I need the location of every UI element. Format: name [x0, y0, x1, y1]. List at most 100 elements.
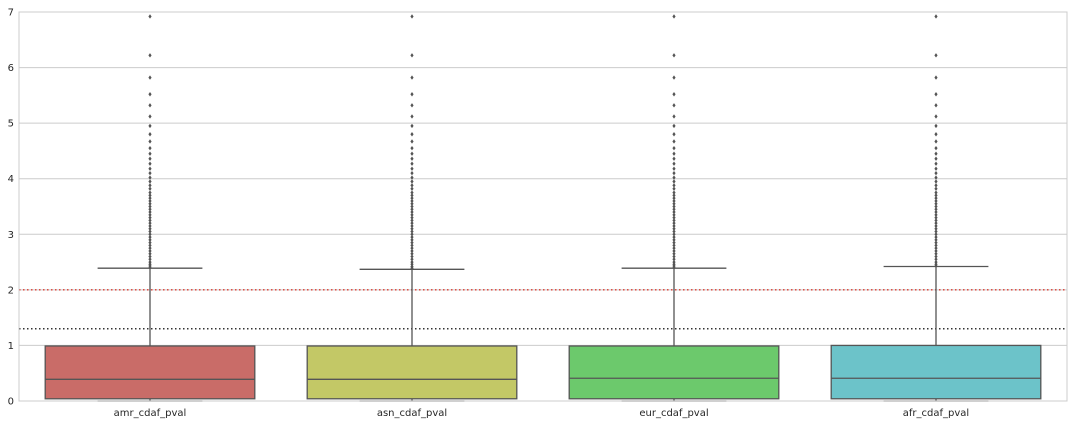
- outlier-point: [148, 92, 152, 97]
- outlier-point: [672, 201, 676, 206]
- outlier-point: [410, 14, 414, 19]
- outlier-point: [672, 226, 676, 231]
- y-tick-label: 6: [8, 63, 14, 74]
- outlier-point: [410, 223, 414, 229]
- outlier-point: [148, 179, 152, 184]
- outlier-point: [410, 186, 414, 191]
- outlier-point: [672, 123, 676, 129]
- outlier-point: [148, 201, 152, 206]
- outlier-point: [410, 170, 414, 176]
- outlier-point: [410, 151, 414, 156]
- y-tick-label: 3: [8, 230, 14, 241]
- outlier-point: [410, 204, 414, 209]
- y-tick-label: 5: [8, 119, 14, 130]
- outlier-point: [934, 145, 938, 151]
- outlier-point: [934, 262, 938, 267]
- outlier-point: [148, 251, 152, 256]
- outlier-point: [672, 229, 676, 234]
- outlier-point: [672, 209, 676, 215]
- outlier-point: [410, 145, 414, 151]
- outlier-point: [672, 223, 676, 229]
- outlier-point: [148, 226, 152, 231]
- outlier-point: [672, 151, 676, 156]
- outlier-point: [410, 195, 414, 201]
- outlier-point: [672, 132, 676, 137]
- outlier-point: [410, 114, 414, 119]
- outlier-point: [934, 245, 938, 251]
- outlier-point: [410, 245, 414, 251]
- outlier-point: [672, 114, 676, 119]
- outlier-point: [148, 259, 152, 265]
- axes-frame: [18, 11, 1068, 402]
- outlier-point: [410, 237, 414, 243]
- outlier-point: [148, 245, 152, 251]
- outlier-point: [410, 53, 414, 58]
- outlier-point: [148, 156, 152, 161]
- box-body: [306, 345, 518, 400]
- outlier-point: [934, 229, 938, 234]
- outlier-point: [934, 179, 938, 184]
- outlier-point: [410, 209, 414, 215]
- outlier-point: [672, 254, 676, 259]
- y-tick-label: 4: [8, 174, 14, 185]
- outlier-point: [410, 232, 414, 237]
- outlier-point: [148, 257, 152, 262]
- outlier-point: [672, 145, 676, 151]
- outlier-point: [934, 240, 938, 245]
- outlier-point: [672, 156, 676, 161]
- outlier-point: [672, 204, 676, 209]
- outlier-point: [410, 207, 414, 212]
- outlier-point: [672, 198, 676, 204]
- outlier-point: [672, 237, 676, 243]
- outlier-point: [934, 257, 938, 262]
- outlier-point: [934, 53, 938, 58]
- outlier-point: [410, 75, 414, 80]
- outlier-point: [148, 190, 152, 195]
- outlier-point: [672, 234, 676, 240]
- outlier-point: [148, 186, 152, 191]
- outlier-point: [672, 218, 676, 223]
- outlier-point: [934, 132, 938, 137]
- outlier-point: [148, 170, 152, 176]
- outlier-point: [148, 215, 152, 220]
- outlier-point: [410, 234, 414, 240]
- outlier-point: [672, 195, 676, 201]
- outlier-point: [148, 195, 152, 201]
- outlier-point: [148, 161, 152, 166]
- outlier-point: [148, 151, 152, 156]
- outlier-point: [410, 220, 414, 226]
- outlier-point: [148, 75, 152, 80]
- y-tick-labels: 0 1 2 3 4 5 6 7: [8, 8, 14, 408]
- outlier-point: [934, 175, 938, 180]
- outlier-point: [148, 237, 152, 243]
- outlier-point: [148, 248, 152, 254]
- outlier-point: [672, 212, 676, 218]
- outlier-point: [672, 207, 676, 212]
- outlier-point: [148, 166, 152, 171]
- outlier-point: [410, 190, 414, 195]
- outlier-point: [672, 161, 676, 166]
- outlier-point: [148, 53, 152, 58]
- outlier-point: [672, 175, 676, 180]
- outlier-point: [672, 232, 676, 237]
- outlier-point: [672, 103, 676, 108]
- outlier-point: [148, 212, 152, 218]
- outlier-point: [410, 262, 414, 267]
- outlier-point: [672, 166, 676, 171]
- outlier-point: [410, 215, 414, 220]
- outlier-point: [934, 251, 938, 256]
- outlier-point: [934, 183, 938, 188]
- outlier-point: [410, 183, 414, 188]
- outlier-point: [148, 232, 152, 237]
- outlier-point: [148, 234, 152, 240]
- outlier-point: [934, 190, 938, 195]
- outlier-point: [672, 220, 676, 226]
- outlier-point: [934, 201, 938, 206]
- outlier-point: [672, 193, 676, 198]
- outlier-point: [934, 195, 938, 201]
- box-body: [44, 345, 256, 400]
- outlier-point: [148, 193, 152, 198]
- outlier-point: [148, 183, 152, 188]
- outlier-point: [672, 243, 676, 248]
- outlier-point: [934, 259, 938, 265]
